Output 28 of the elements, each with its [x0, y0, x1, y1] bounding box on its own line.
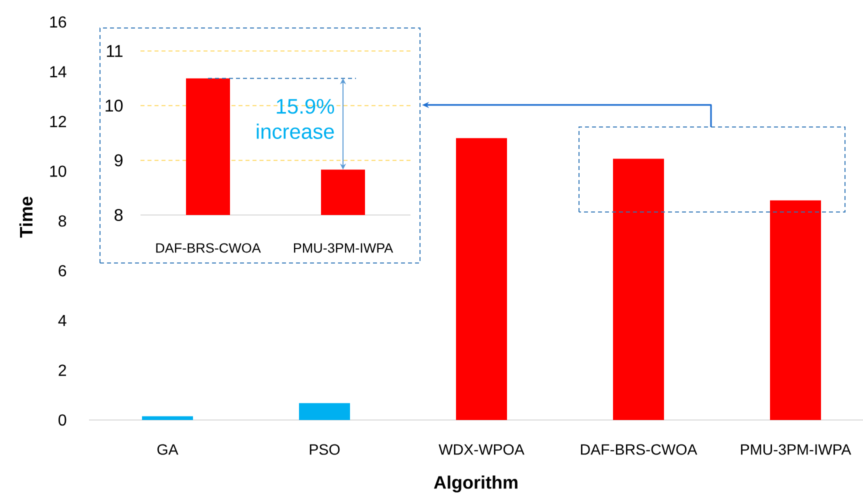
bar [142, 416, 194, 420]
x-axis-title: Algorithm [434, 476, 518, 492]
x-tick-label: DAF-BRS-CWOA [156, 243, 261, 253]
bar [299, 403, 350, 420]
y-tick-label: 4 [58, 314, 66, 326]
y-tick-label: 16 [50, 16, 66, 28]
y-tick-label: 6 [58, 265, 66, 276]
y-tick-label: 9 [114, 154, 123, 166]
y-tick-label: 12 [50, 116, 66, 128]
y-tick-label: 10 [50, 166, 66, 177]
annotation: 15.9% increase [256, 98, 334, 139]
y-tick-label: 2 [58, 364, 66, 376]
bar [456, 138, 508, 420]
x-tick-label: WDX-WPOA [438, 444, 524, 455]
y-tick-label: 14 [50, 66, 66, 78]
y-tick-label: 8 [58, 215, 66, 227]
x-tick-label: PMU-3PM-IWPA [741, 444, 852, 455]
x-tick-label: PMU-3PM-IWPA [294, 243, 394, 253]
y-tick-label: 0 [58, 414, 66, 426]
bar [613, 158, 664, 420]
y-tick-label: 8 [114, 208, 123, 222]
y-tick-label: 10 [106, 100, 123, 112]
x-tick-label: PSO [310, 444, 340, 455]
y-axis-title: Time [19, 196, 33, 238]
x-tick-label: GA [157, 444, 178, 455]
x-tick-label: DAF-BRS-CWOA [580, 444, 698, 455]
y-tick-label: 11 [106, 45, 122, 57]
bar [770, 200, 822, 420]
